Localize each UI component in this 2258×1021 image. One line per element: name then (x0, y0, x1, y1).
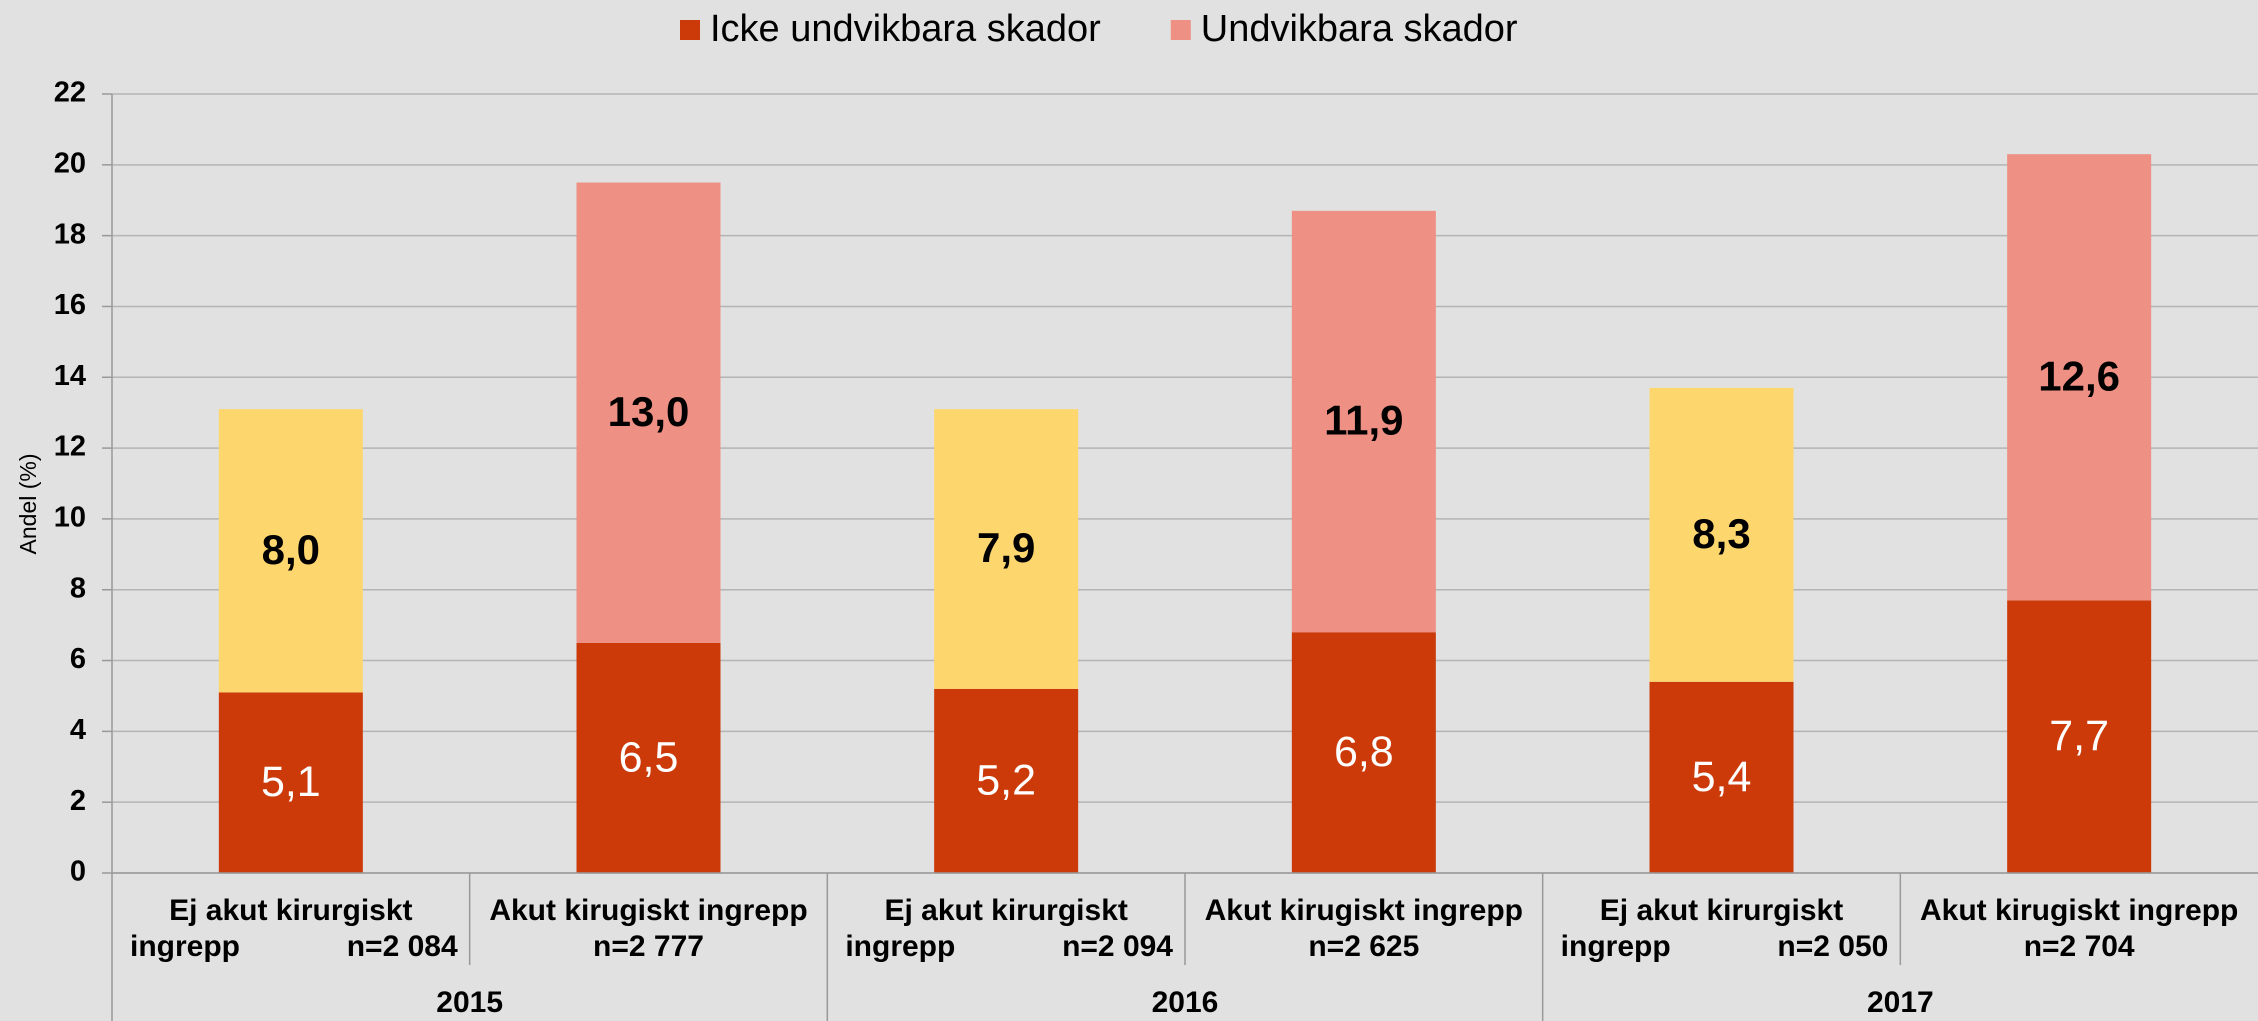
x-tick-label: n=2 625 (1308, 930, 1419, 963)
legend-swatch (1170, 20, 1191, 40)
y-tick-label: 16 (54, 289, 86, 321)
bar-segment (576, 182, 721, 643)
x-tick-label: ingrepp (845, 930, 955, 963)
x-tick-label: Akut kirugiskt ingrepp (1205, 894, 1523, 927)
data-label: 5,1 (261, 758, 321, 806)
data-label: 12,6 (2038, 352, 2120, 399)
bar-segment (2007, 154, 2152, 601)
x-tick-label: n=2 050 (1777, 930, 1888, 963)
x-tick-label: Ej akut kirurgiskt (884, 894, 1127, 927)
data-label: 5,2 (976, 756, 1036, 804)
bar-segment (2007, 600, 2152, 873)
bar-segment (218, 692, 363, 873)
bar-segment (1649, 387, 1794, 682)
x-tick-label: Ej akut kirurgiskt (169, 894, 412, 927)
y-tick-label: 8 (70, 572, 86, 604)
y-tick-label: 4 (70, 714, 86, 746)
y-tick-label: 22 (54, 77, 86, 109)
data-label: 11,9 (1324, 397, 1403, 444)
x-tick-label: n=2 094 (1062, 930, 1173, 963)
x-tick-label: Ej akut kirurgiskt (1600, 894, 1843, 927)
legend-swatch (680, 20, 700, 40)
x-tick-label: n=2 084 (347, 930, 458, 963)
legend-label: Undvikbara skador (1201, 8, 1518, 50)
y-axis-label: Andel (%) (15, 454, 41, 555)
bar-segment (1291, 632, 1436, 873)
bar-segment (1649, 681, 1794, 873)
y-tick-label: 2 (70, 785, 86, 817)
legend-label: Icke undvikbara skador (710, 8, 1101, 50)
data-label: 8,3 (1692, 510, 1750, 557)
x-tick-label: Akut kirugiskt ingrepp (1920, 894, 2238, 927)
x-tick-label: n=2 704 (2024, 930, 2135, 963)
y-tick-label: 6 (70, 643, 86, 675)
data-label: 8,0 (262, 526, 320, 573)
x-tick-label: ingrepp (1561, 930, 1671, 963)
y-tick-label: 18 (54, 218, 86, 250)
group-label: 2015 (436, 986, 503, 1019)
data-label: 13,0 (608, 388, 690, 435)
y-tick-label: 10 (54, 502, 86, 534)
x-tick-label: ingrepp (130, 930, 240, 963)
group-label: 2016 (1152, 986, 1219, 1019)
data-label: 6,5 (619, 733, 679, 781)
data-label: 7,9 (977, 524, 1035, 571)
group-label: 2017 (1867, 986, 1934, 1019)
x-tick-label: n=2 777 (593, 930, 704, 963)
bar-segment (1291, 210, 1436, 633)
y-tick-label: 20 (54, 147, 86, 179)
bar-segment (218, 409, 363, 693)
data-label: 6,8 (1334, 728, 1394, 776)
bar-segment (576, 642, 721, 873)
data-label: 5,4 (1692, 753, 1752, 801)
bar-segment (934, 688, 1079, 873)
x-tick-label: Akut kirugiskt ingrepp (489, 894, 807, 927)
data-label: 7,7 (2049, 712, 2109, 760)
y-tick-label: 0 (70, 856, 86, 888)
y-tick-label: 12 (54, 431, 86, 463)
bar-segment (934, 409, 1079, 689)
y-tick-label: 14 (54, 360, 86, 392)
